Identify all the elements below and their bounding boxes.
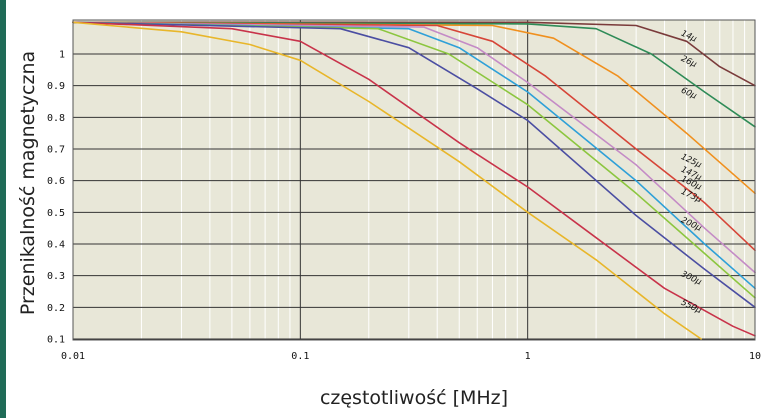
x-tick-label: 0.1 (291, 351, 309, 362)
y-tick-label: 0.2 (47, 303, 65, 314)
x-tick-label: 1 (525, 351, 531, 362)
plot-background (73, 20, 755, 340)
series-line-1 (72, 21, 756, 128)
series-line-6 (72, 21, 756, 299)
y-tick-label: 0.9 (47, 81, 65, 92)
y-axis-label: Przenikalność magnetyczna (17, 50, 39, 316)
x-tick-label: 0.01 (61, 351, 85, 362)
x-axis-label: częstotliwość [MHz] (319, 387, 509, 409)
series-line-7 (72, 21, 756, 309)
y-tick-label: 0.3 (47, 271, 65, 282)
y-tick-label: 0.7 (47, 145, 65, 156)
plot-frame (72, 19, 756, 341)
x-tick-label: 10 (749, 351, 761, 362)
y-tick-label: 0.4 (47, 240, 65, 251)
series-line-8 (72, 21, 756, 337)
series-line-4 (72, 21, 756, 274)
minor-grid (140, 20, 746, 340)
series-line-5 (72, 21, 756, 290)
series-line-0 (72, 21, 756, 87)
y-tick-label: 1 (59, 50, 65, 61)
left-edge-strip (0, 0, 6, 418)
series-line-3 (72, 21, 756, 252)
series-line-9 (72, 21, 702, 340)
y-tick-label: 0.6 (47, 176, 65, 187)
y-tick-label: 0.5 (47, 208, 65, 219)
y-tick-label: 0.1 (47, 335, 65, 346)
y-tick-label: 0.8 (47, 113, 65, 124)
series-group (72, 21, 756, 340)
tick-labels: 0.1 0.2 0.3 0.4 0.5 0.6 0.7 0.8 0.9 1 0.01 0.1 1 10 (47, 50, 761, 363)
